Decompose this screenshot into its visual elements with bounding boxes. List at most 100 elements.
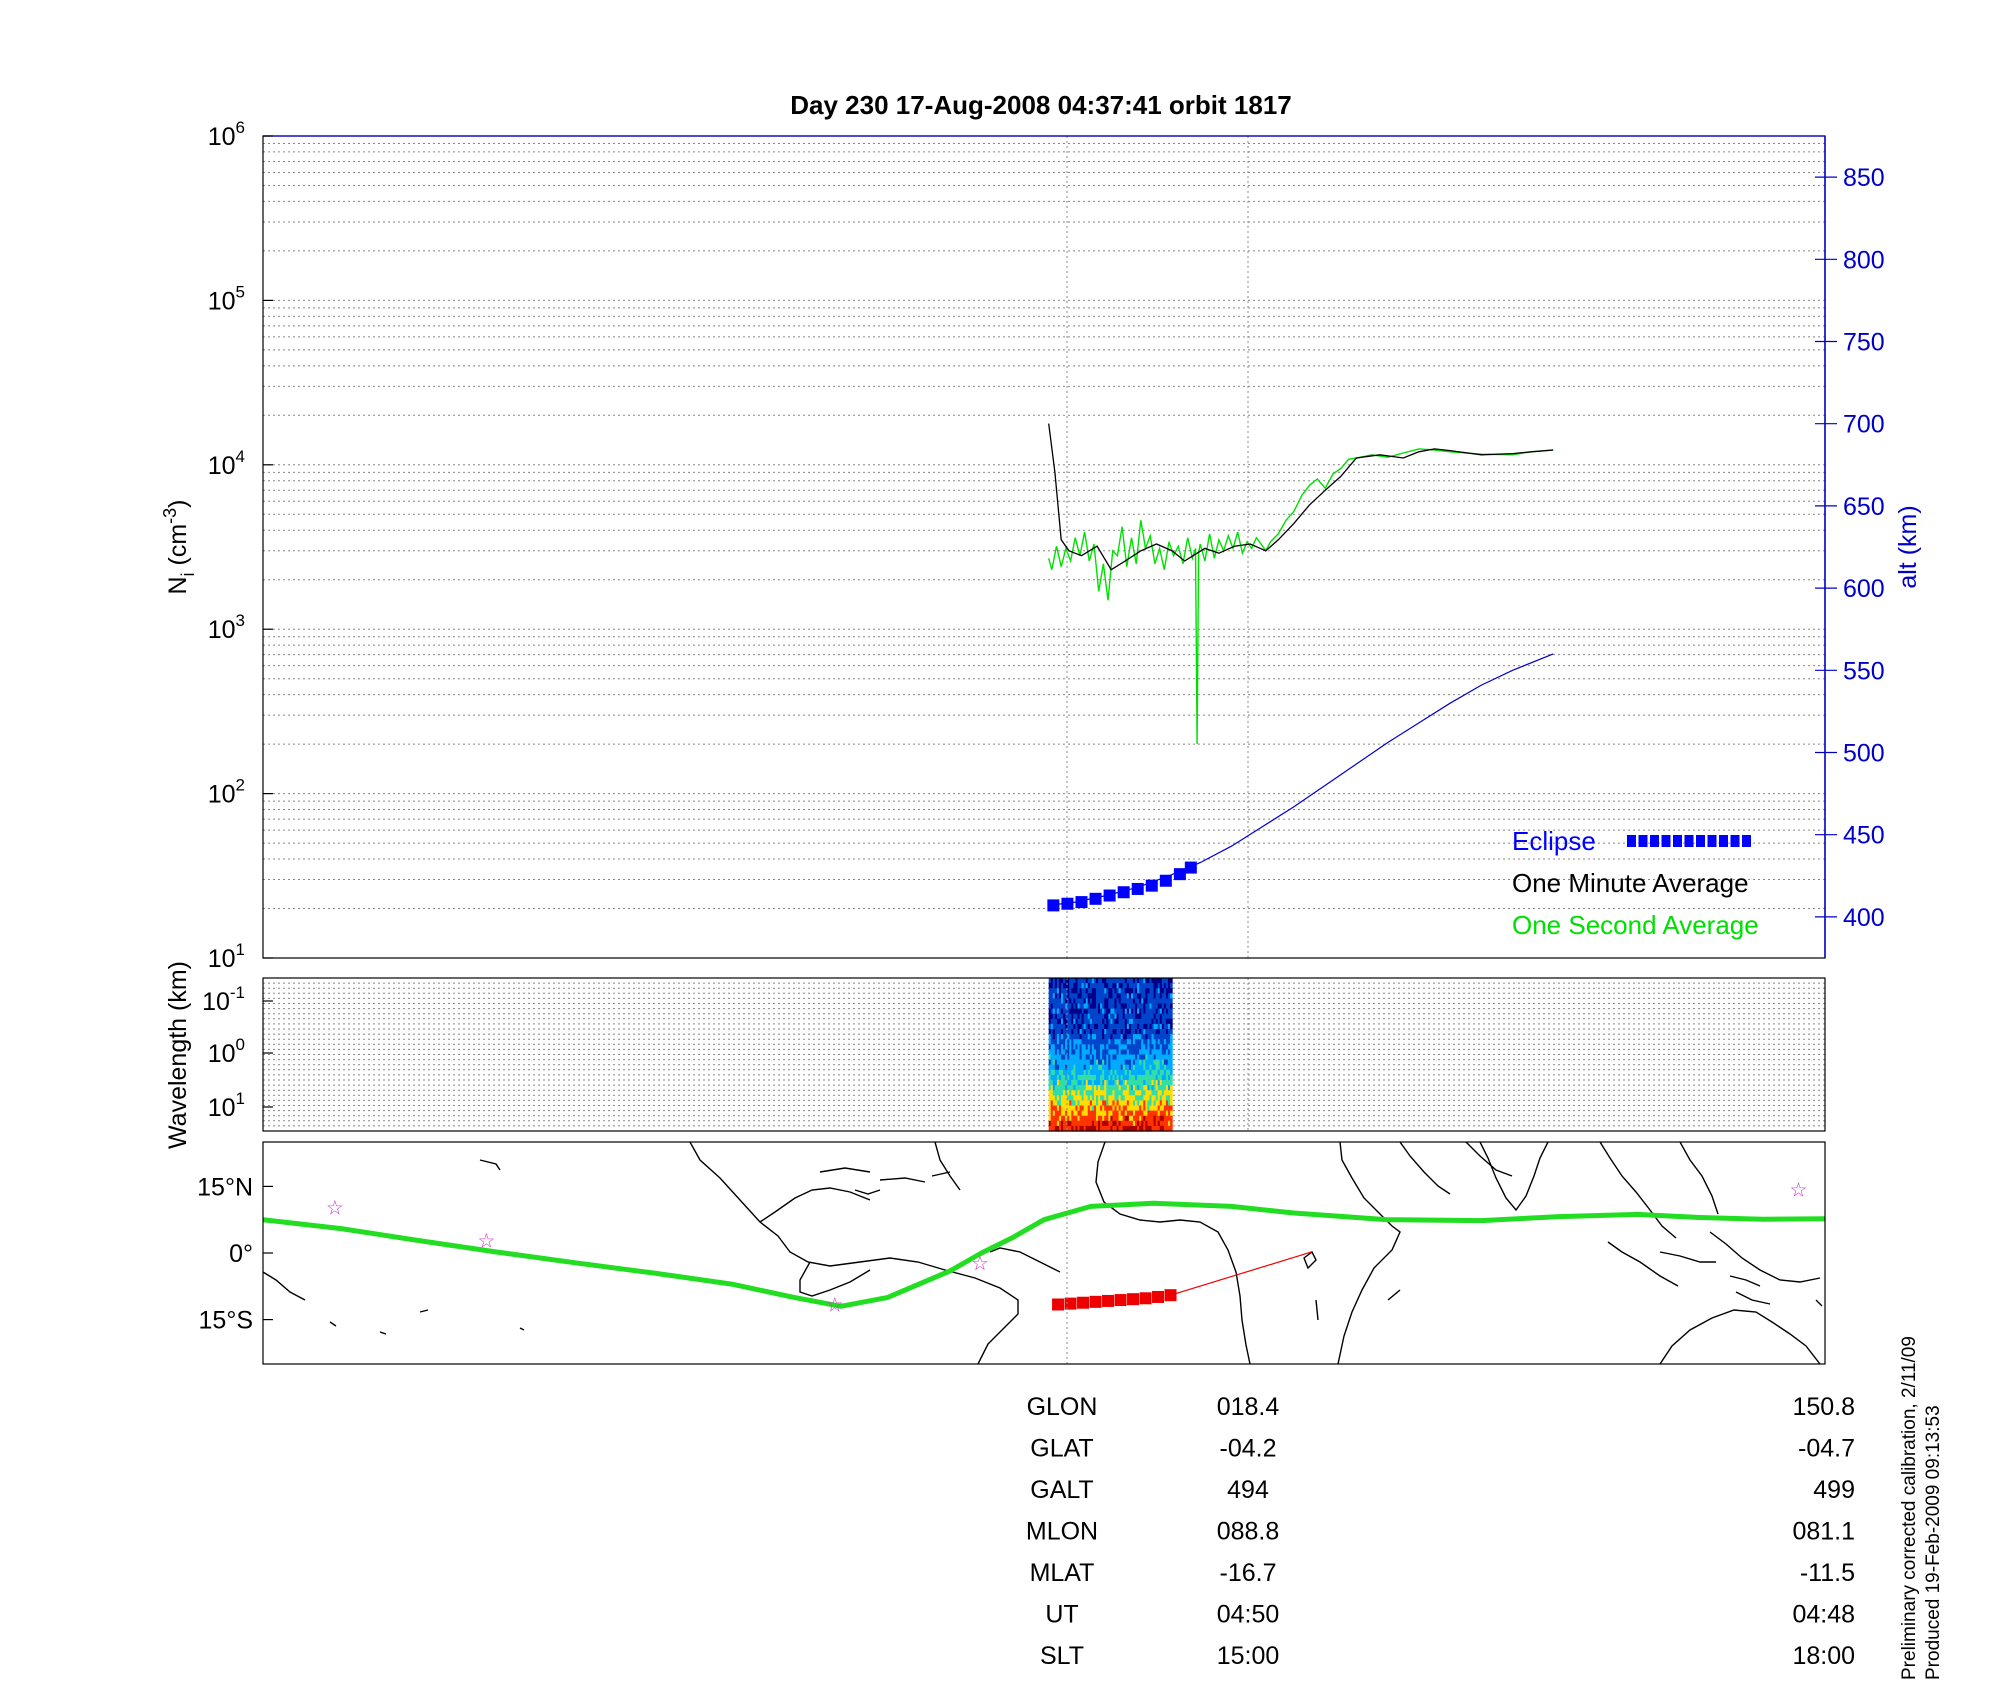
spectrogram-cell <box>1063 1125 1066 1132</box>
spectrogram-cell <box>1135 1023 1138 1030</box>
spectrogram-cell <box>1133 1125 1136 1132</box>
spectrogram-cell <box>1126 1049 1130 1056</box>
spectrogram-cell <box>1050 1120 1054 1127</box>
spectrogram-cell <box>1141 1054 1144 1061</box>
spectrogram-cell <box>1063 1034 1066 1040</box>
spectrogram-cell <box>1170 1105 1173 1112</box>
spectrogram-cell <box>1167 1013 1171 1020</box>
spectrogram-cell <box>1063 1069 1066 1076</box>
eclipse-subtrack-marker <box>1127 1293 1140 1306</box>
spectrogram-cell <box>1128 1074 1132 1081</box>
spectrogram-cell <box>1091 998 1095 1005</box>
spectrogram-cell <box>1170 1095 1173 1101</box>
info-value-end: -11.5 <box>1800 1559 1855 1587</box>
spectrogram-cell <box>1120 1018 1124 1025</box>
density-y-tick-label: 103 <box>208 611 245 644</box>
spectrogram-cell <box>1056 1039 1060 1045</box>
spectrogram-cell <box>1050 1105 1054 1112</box>
spectrogram-cell <box>1081 988 1085 994</box>
spectrogram-cell <box>1071 1125 1074 1132</box>
spectrogram-cell <box>1048 1064 1052 1071</box>
legend-eclipse-square <box>1730 835 1740 847</box>
spectrogram-cell <box>1087 1018 1091 1025</box>
spectrogram-cell <box>1151 1018 1155 1025</box>
spectrogram-cell <box>1054 1069 1058 1076</box>
spectrogram-cell <box>1165 1110 1169 1117</box>
spectrogram-cell <box>1157 1059 1161 1066</box>
spectrogram-cell <box>1170 1018 1173 1025</box>
spectrogram-cell <box>1077 978 1081 984</box>
spectrogram-cell <box>1098 1059 1101 1066</box>
spectrogram-cell <box>1067 1013 1070 1020</box>
spectrogram-cell <box>1093 1039 1097 1045</box>
spectrogram-cell <box>1048 1080 1052 1086</box>
spectrogram-cell <box>1116 1064 1120 1071</box>
spectrogram-cell <box>1153 1120 1157 1127</box>
spectrogram-cell <box>1102 1105 1105 1112</box>
spectrogram-cell <box>1170 988 1173 994</box>
eclipse-subtrack-marker <box>1052 1298 1065 1311</box>
spectrogram-cell <box>1054 1095 1058 1101</box>
spectrogram-cell <box>1052 1074 1056 1081</box>
spectrogram-cell <box>1069 1074 1072 1081</box>
spectrogram-cell <box>1054 1023 1058 1030</box>
spectrogram-cell <box>1058 1039 1062 1045</box>
one-second-average-line <box>1048 448 1554 745</box>
spectrogram-cell <box>1112 988 1116 994</box>
spectrogram-cell <box>1102 978 1105 984</box>
spectrogram-cell <box>1157 1095 1161 1101</box>
spectrogram-cell <box>1112 1090 1116 1096</box>
spectrogram-cell <box>1089 1059 1093 1066</box>
spectrogram-cell <box>1167 1018 1171 1025</box>
spectrogram-cell <box>1048 1100 1052 1107</box>
spectrogram-cell <box>1048 998 1052 1005</box>
spectrogram-cell <box>1133 1059 1136 1066</box>
spectrogram-cell <box>1170 1120 1173 1127</box>
spectrogram-cell <box>1081 1110 1085 1117</box>
spectrogram-cell <box>1135 1039 1138 1045</box>
spectrogram-cell <box>1170 1090 1173 1096</box>
spectrogram-cell <box>1089 1125 1093 1132</box>
spectrogram-cell <box>1112 1120 1116 1127</box>
spectrogram-cell <box>1147 1049 1151 1056</box>
spectrogram-cell <box>1135 1090 1138 1096</box>
spectrogram-cell <box>1128 1080 1132 1086</box>
spectrogram-cell <box>1081 1008 1085 1015</box>
spectrogram-cell <box>1075 1044 1079 1050</box>
spectrogram-cell <box>1087 1120 1091 1127</box>
spectrogram-cell <box>1114 993 1118 999</box>
spectrogram-cell <box>1159 1003 1163 1010</box>
spectrogram-cell <box>1108 1054 1111 1061</box>
spectrogram-cell <box>1050 1100 1054 1107</box>
spectrogram-cell <box>1114 1120 1118 1127</box>
spectrogram-cell <box>1139 1023 1142 1030</box>
spectrogram-cell <box>1108 1115 1111 1122</box>
spectrogram-cell <box>1102 983 1105 989</box>
spectrogram-cell <box>1135 1008 1138 1015</box>
spectrogram-cell <box>1114 1034 1118 1040</box>
spectrogram-cell <box>1133 1069 1136 1076</box>
spectrogram-cell <box>1157 1120 1161 1127</box>
spectrogram-cell <box>1122 1008 1126 1015</box>
spectrogram-cell <box>1073 1044 1077 1050</box>
spectrogram-cell <box>1073 1003 1077 1010</box>
spectrogram-cell <box>1167 1008 1171 1015</box>
spectrogram-cell <box>1122 1029 1126 1035</box>
spectrogram-cell <box>1093 1023 1097 1030</box>
spectrogram-cell <box>1122 1125 1126 1132</box>
spectrogram-cell <box>1147 1059 1151 1066</box>
spectrogram-cell <box>1058 1023 1062 1030</box>
spectrogram-cell <box>1143 993 1146 999</box>
spectrogram-cell <box>1120 1069 1124 1076</box>
spectrogram-cell <box>1087 1125 1091 1132</box>
spectrogram-cell <box>1063 983 1066 989</box>
spectrogram-cell <box>1058 1110 1062 1117</box>
coastline-arabia <box>1399 1142 1513 1195</box>
spectrogram-cell <box>1077 1039 1081 1045</box>
spectrogram-cell <box>1081 1125 1085 1132</box>
spectrogram-cell <box>1165 1120 1169 1127</box>
spectrogram-cell <box>1081 1069 1085 1076</box>
